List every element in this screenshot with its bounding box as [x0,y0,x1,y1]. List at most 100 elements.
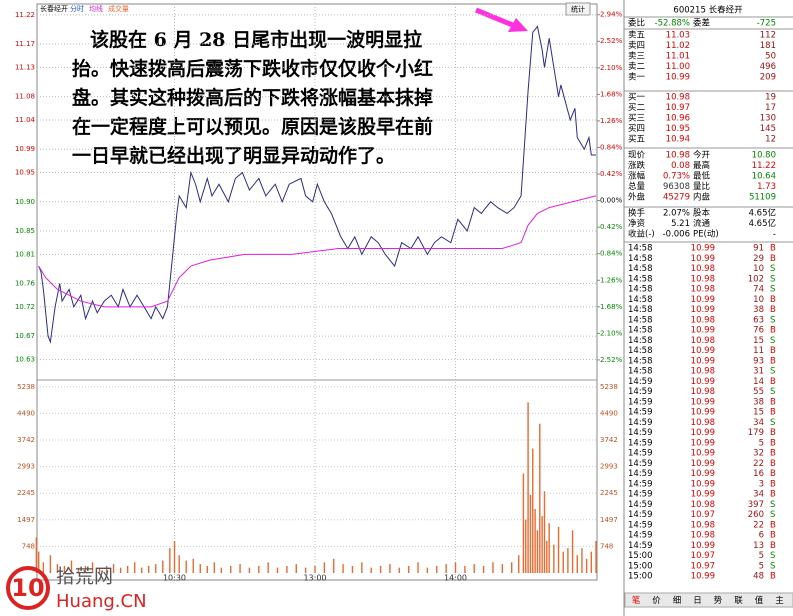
ratio-cell: 委差 [693,18,710,29]
trade-volume: 32 [753,449,764,459]
trade-side: B [770,541,776,551]
volume-bar [206,565,208,573]
series-tab[interactable]: 分时 [70,4,84,13]
trade-volume: 48 [753,572,764,582]
info-value: 4.65亿 [749,218,776,229]
volume-bar [525,519,527,573]
trade-time: 15:00 [628,551,653,561]
book-volume: 209 [760,73,776,83]
trade-volume: 15 [753,408,764,418]
info-value: - [773,230,776,240]
trade-price: 10.98 [691,520,715,530]
trade-price: 10.99 [691,295,715,305]
trade-time: 14:59 [628,438,653,448]
x-tick-label: 13:00 [303,574,326,583]
bottom-tab[interactable]: 价 [652,596,661,606]
y2-tick-label: 0.00% [600,197,623,205]
y2-tick-label: 0.42% [600,223,623,231]
trade-side: B [770,449,776,459]
volume-bar [342,564,344,573]
y2-tick-label: 2.94% [600,11,623,19]
bottom-tab[interactable]: 笔 [632,595,641,606]
bottom-tab[interactable]: 主 [775,595,784,606]
book-price: 11.00 [666,62,690,72]
book-volume: 130 [760,114,776,124]
quote-value: 96308 [663,182,690,192]
trade-volume: 93 [753,356,764,366]
trade-side: B [770,459,776,469]
trade-price: 10.99 [691,428,715,438]
y2-tick-label: 2.10% [600,329,623,337]
trade-volume: 22 [753,520,764,530]
quote-label: 量比 [693,181,710,192]
trade-price: 10.99 [691,305,715,315]
book-label: 买二 [628,103,646,113]
trade-price: 10.98 [691,336,715,346]
bottom-tab[interactable]: 势 [714,595,723,606]
trade-time: 14:59 [628,459,653,469]
trade-side: S [770,285,775,295]
volume-bar [398,567,400,573]
y-tick-label: 10.76 [15,280,36,288]
quote-value: 10.80 [752,151,776,161]
trade-price: 10.99 [691,408,715,418]
book-price: 10.96 [666,114,690,124]
volume-bar [63,565,66,573]
trade-volume: 5 [759,551,764,561]
trade-volume: 11 [753,346,764,356]
bottom-tab[interactable]: 日 [693,596,702,606]
bottom-tab[interactable]: 值 [755,595,764,606]
y2-tick-label: 2.10% [600,64,623,72]
series-tab[interactable]: 均线 [89,4,103,13]
y-tick-label: 748 [22,542,35,550]
bottom-tab[interactable]: 联 [734,596,743,606]
trade-time: 14:58 [628,285,653,295]
volume-bar [511,562,513,573]
y2-tick-label: 1.68% [600,90,623,98]
volume-bar [571,530,574,573]
trade-price: 10.99 [691,377,715,387]
trade-price: 10.99 [691,469,715,479]
quote-label: 最高 [693,160,710,171]
y2-tick-label: 4490 [600,409,618,417]
price-line [38,195,597,308]
trade-side: S [770,367,775,377]
trade-side: B [770,356,776,366]
volume-bar [534,509,536,573]
bottom-tab[interactable]: 细 [673,595,682,606]
volume-bar [185,560,187,573]
y-tick-label: 5238 [17,383,35,391]
volume-bar [230,565,232,573]
trade-side: B [770,408,776,418]
y2-tick-label: 748 [600,542,613,550]
trade-side: B [770,377,776,387]
info-label: 净资 [628,218,646,229]
trade-time: 14:59 [628,428,653,438]
price-line [38,25,596,344]
volume-bar [220,567,223,573]
quote-value: 10.98 [666,151,690,161]
trade-price: 10.99 [691,541,715,551]
trade-side: S [770,418,775,428]
volume-bar [389,564,391,573]
volume-bar [379,565,382,573]
y-tick-label: 2245 [17,489,35,497]
trade-side: B [770,520,776,530]
volume-bar [258,565,260,573]
trade-volume: 22 [753,459,764,469]
stats-button-label[interactable]: 统计 [571,5,585,14]
book-price: 11.02 [666,41,690,51]
series-tab[interactable]: 成交量 [108,4,129,13]
trade-volume: 102 [748,274,764,284]
trade-volume: 34 [753,418,764,428]
volume-bar [529,494,532,573]
book-label: 卖三 [628,52,645,62]
trade-price: 10.98 [691,285,715,295]
volume-bar [454,562,457,573]
trade-price: 10.99 [691,459,715,469]
y2-tick-label: 5238 [600,383,618,391]
y-tick-label: 10.67 [15,332,35,340]
trade-price: 10.98 [691,531,715,541]
y2-tick-label: 3742 [600,436,618,444]
